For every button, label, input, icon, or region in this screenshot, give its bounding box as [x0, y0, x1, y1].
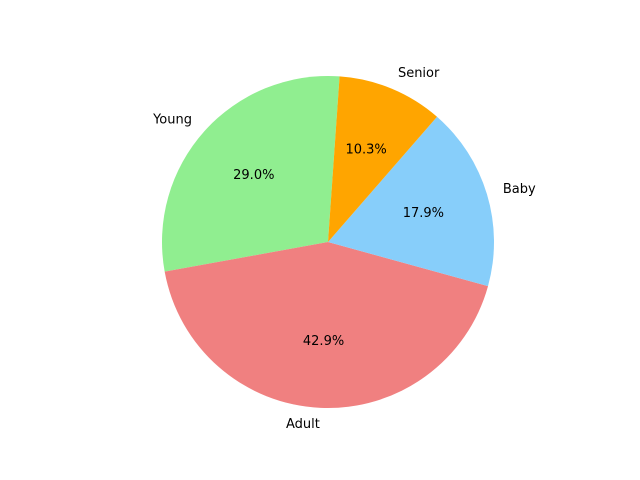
slice-percent-label-adult: 42.9%	[303, 334, 344, 349]
slice-category-label-adult: Adult	[286, 417, 320, 432]
slice-percent-label-baby: 17.9%	[403, 206, 444, 221]
pie-slice-baby	[328, 116, 494, 287]
slice-category-label-senior: Senior	[398, 66, 440, 81]
slice-percent-label-young: 29.0%	[233, 168, 274, 183]
pie-slice-adult	[164, 242, 489, 408]
slice-category-label-baby: Baby	[503, 182, 536, 197]
slice-percent-label-senior: 10.3%	[345, 142, 386, 157]
pie-slice-senior	[328, 76, 437, 243]
slices-layer	[162, 75, 494, 408]
labels-layer: 29.0% Young 42.9% Adult 17.9% Baby 10.3% Senior	[152, 66, 536, 432]
slice-category-label-young: Young	[152, 113, 192, 128]
pie-slice-young	[162, 75, 340, 272]
